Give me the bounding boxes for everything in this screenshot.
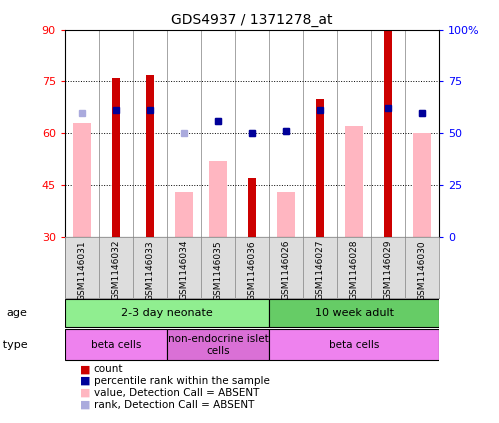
Text: count: count xyxy=(94,364,123,374)
Bar xyxy=(248,178,255,237)
FancyBboxPatch shape xyxy=(65,329,167,360)
Text: GSM1146026: GSM1146026 xyxy=(281,240,290,300)
Text: ■: ■ xyxy=(80,388,90,398)
Text: GSM1146032: GSM1146032 xyxy=(111,240,120,300)
Bar xyxy=(413,133,432,237)
Text: percentile rank within the sample: percentile rank within the sample xyxy=(94,376,269,386)
Text: GSM1146035: GSM1146035 xyxy=(214,240,223,301)
Bar xyxy=(345,126,363,237)
FancyBboxPatch shape xyxy=(167,329,269,360)
Title: GDS4937 / 1371278_at: GDS4937 / 1371278_at xyxy=(171,13,333,27)
Text: age: age xyxy=(6,308,27,318)
Text: cell type: cell type xyxy=(0,340,27,350)
Text: GSM1146033: GSM1146033 xyxy=(145,240,154,301)
Text: GSM1146027: GSM1146027 xyxy=(315,240,324,300)
Bar xyxy=(316,99,324,237)
FancyBboxPatch shape xyxy=(269,299,439,327)
Bar xyxy=(72,123,91,237)
FancyBboxPatch shape xyxy=(65,299,269,327)
Bar xyxy=(384,30,392,237)
Text: GSM1146029: GSM1146029 xyxy=(384,240,393,300)
Bar xyxy=(175,192,193,237)
Text: value, Detection Call = ABSENT: value, Detection Call = ABSENT xyxy=(94,388,259,398)
Text: GSM1146028: GSM1146028 xyxy=(350,240,359,300)
Text: rank, Detection Call = ABSENT: rank, Detection Call = ABSENT xyxy=(94,400,254,410)
Text: beta cells: beta cells xyxy=(329,340,379,350)
FancyBboxPatch shape xyxy=(269,329,439,360)
Bar xyxy=(146,74,154,237)
Bar xyxy=(209,161,228,237)
Text: GSM1146031: GSM1146031 xyxy=(77,240,86,301)
Text: ■: ■ xyxy=(80,400,90,410)
Text: GSM1146036: GSM1146036 xyxy=(248,240,256,301)
Text: non-endocrine islet
cells: non-endocrine islet cells xyxy=(168,334,268,356)
Text: ■: ■ xyxy=(80,364,90,374)
Text: 10 week adult: 10 week adult xyxy=(314,308,394,318)
Text: GSM1146034: GSM1146034 xyxy=(180,240,189,300)
Text: 2-3 day neonate: 2-3 day neonate xyxy=(121,308,213,318)
Text: ■: ■ xyxy=(80,376,90,386)
Bar xyxy=(112,78,120,237)
Bar xyxy=(276,192,295,237)
Text: GSM1146030: GSM1146030 xyxy=(418,240,427,301)
Text: beta cells: beta cells xyxy=(91,340,141,350)
